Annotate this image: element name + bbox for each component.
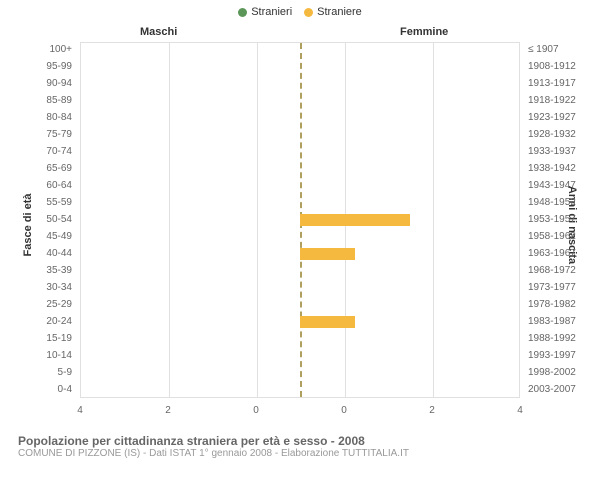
y-right-label: 1958-1962: [524, 231, 580, 242]
y-left-label: 65-69: [20, 163, 76, 174]
x-tick-label: 2: [429, 405, 435, 416]
gridline: [433, 43, 434, 397]
y-right-label: 1943-1947: [524, 180, 580, 191]
x-tick-label: 2: [165, 405, 171, 416]
y-right-label: 1973-1977: [524, 282, 580, 293]
female-bar: [300, 248, 355, 260]
y-right-label: 1918-1922: [524, 95, 580, 106]
y-left-label: 0-4: [20, 384, 76, 395]
chart-footer: Popolazione per cittadinanza straniera p…: [0, 430, 600, 459]
legend-item: Stranieri: [238, 6, 292, 18]
x-tick-label: 0: [341, 405, 347, 416]
female-side-title: Femmine: [400, 26, 448, 38]
legend-dot-icon: [238, 8, 247, 17]
legend-label: Straniere: [317, 6, 362, 18]
y-left-label: 15-19: [20, 333, 76, 344]
y-right-label: 1948-1952: [524, 197, 580, 208]
y-left-label: 20-24: [20, 316, 76, 327]
chart-title: Popolazione per cittadinanza straniera p…: [18, 434, 582, 448]
y-right-label: 1998-2002: [524, 367, 580, 378]
y-right-label: 1983-1987: [524, 316, 580, 327]
y-left-label: 30-34: [20, 282, 76, 293]
y-right-label: 1928-1932: [524, 129, 580, 140]
y-right-label: ≤ 1907: [524, 44, 580, 55]
gridline: [257, 43, 258, 397]
y-right-label: 1923-1927: [524, 112, 580, 123]
legend: Stranieri Straniere: [0, 0, 600, 20]
y-left-label: 100+: [20, 44, 76, 55]
y-left-label: 95-99: [20, 61, 76, 72]
y-left-label: 40-44: [20, 248, 76, 259]
y-left-label: 25-29: [20, 299, 76, 310]
male-side-title: Maschi: [140, 26, 177, 38]
y-right-label: 1913-1917: [524, 78, 580, 89]
y-left-label: 70-74: [20, 146, 76, 157]
y-left-label: 10-14: [20, 350, 76, 361]
x-tick-label: 4: [517, 405, 523, 416]
female-bar: [300, 214, 410, 226]
y-right-label: 1908-1912: [524, 61, 580, 72]
y-left-label: 90-94: [20, 78, 76, 89]
legend-dot-icon: [304, 8, 313, 17]
female-bar: [300, 316, 355, 328]
y-right-label: 1993-1997: [524, 350, 580, 361]
y-right-label: 1978-1982: [524, 299, 580, 310]
y-right-label: 2003-2007: [524, 384, 580, 395]
y-left-label: 55-59: [20, 197, 76, 208]
y-left-label: 35-39: [20, 265, 76, 276]
y-left-label: 50-54: [20, 214, 76, 225]
y-left-label: 80-84: [20, 112, 76, 123]
y-left-label: 45-49: [20, 231, 76, 242]
y-left-label: 75-79: [20, 129, 76, 140]
y-right-label: 1938-1942: [524, 163, 580, 174]
y-right-label: 1953-1957: [524, 214, 580, 225]
gridline: [169, 43, 170, 397]
legend-label: Stranieri: [251, 6, 292, 18]
y-left-label: 85-89: [20, 95, 76, 106]
y-right-label: 1963-1967: [524, 248, 580, 259]
y-left-label: 60-64: [20, 180, 76, 191]
pyramid-chart: Maschi Femmine Fasce di età Anni di nasc…: [20, 20, 580, 430]
y-right-label: 1933-1937: [524, 146, 580, 157]
chart-subtitle: COMUNE DI PIZZONE (IS) - Dati ISTAT 1° g…: [18, 448, 582, 459]
y-right-label: 1988-1992: [524, 333, 580, 344]
y-right-label: 1968-1972: [524, 265, 580, 276]
x-tick-label: 0: [253, 405, 259, 416]
x-tick-label: 4: [77, 405, 83, 416]
y-left-label: 5-9: [20, 367, 76, 378]
legend-item: Straniere: [304, 6, 362, 18]
